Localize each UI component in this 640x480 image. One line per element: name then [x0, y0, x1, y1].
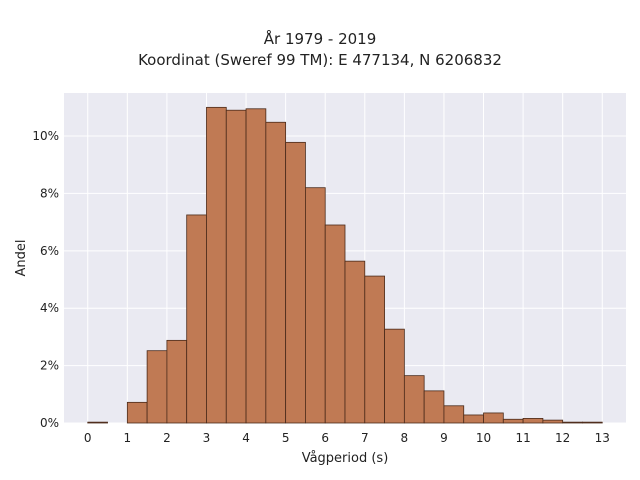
- y-tick-label: 0%: [40, 416, 59, 430]
- y-axis-label: Andel: [14, 240, 29, 277]
- x-tick-label: 13: [595, 431, 610, 445]
- x-tick-labels: 0 1 2 3 4 5 6 7 8 9 10 11 12 13: [84, 431, 610, 445]
- histogram-bar: [582, 421, 603, 424]
- histogram-bar: [502, 418, 524, 424]
- chart-title: År 1979 - 2019: [263, 30, 377, 48]
- y-tick-label: 10%: [32, 129, 59, 143]
- y-tick-label: 6%: [40, 244, 59, 258]
- x-tick-label: 12: [555, 431, 570, 445]
- histogram-bar: [463, 414, 484, 424]
- bars: [87, 106, 603, 424]
- y-tick-label: 4%: [40, 301, 59, 315]
- x-tick-label: 5: [282, 431, 290, 445]
- histogram-bar: [403, 375, 425, 424]
- histogram-bar: [206, 106, 227, 424]
- histogram-bar: [423, 390, 445, 424]
- histogram-bar: [522, 418, 544, 424]
- x-tick-label: 7: [361, 431, 369, 445]
- histogram-bar: [225, 109, 247, 424]
- x-tick-label: 3: [203, 431, 211, 445]
- histogram-bar: [324, 224, 346, 424]
- histogram-bar: [126, 401, 148, 424]
- histogram-bar: [186, 214, 207, 424]
- x-tick-label: 10: [476, 431, 491, 445]
- histogram-bar: [265, 121, 287, 424]
- histogram-bar: [443, 405, 465, 424]
- histogram-bar: [562, 421, 583, 424]
- x-tick-label: 4: [242, 431, 250, 445]
- x-tick-label: 1: [124, 431, 132, 445]
- y-tick-label: 8%: [40, 186, 59, 200]
- y-tick-labels: 0% 2% 4% 6% 8% 10%: [32, 129, 59, 430]
- histogram-bar: [305, 187, 326, 424]
- histogram-bar: [285, 141, 306, 424]
- histogram-bar: [245, 108, 267, 424]
- histogram-bar: [384, 328, 405, 424]
- histogram-bar: [146, 350, 168, 424]
- x-tick-label: 8: [401, 431, 409, 445]
- y-tick-label: 2%: [40, 359, 59, 373]
- x-axis-label: Vågperiod (s): [302, 451, 389, 466]
- histogram-bar: [483, 412, 504, 424]
- x-tick-label: 0: [84, 431, 92, 445]
- histogram-bar: [344, 260, 366, 424]
- x-tick-label: 6: [321, 431, 329, 445]
- histogram-bar: [364, 275, 385, 424]
- histogram-bar: [166, 339, 188, 424]
- x-tick-label: 11: [515, 431, 530, 445]
- chart-subtitle: Koordinat (Sweref 99 TM): E 477134, N 62…: [138, 51, 502, 69]
- x-tick-label: 9: [440, 431, 448, 445]
- x-tick-label: 2: [163, 431, 171, 445]
- histogram-bar: [542, 419, 564, 424]
- histogram-bar: [87, 421, 108, 424]
